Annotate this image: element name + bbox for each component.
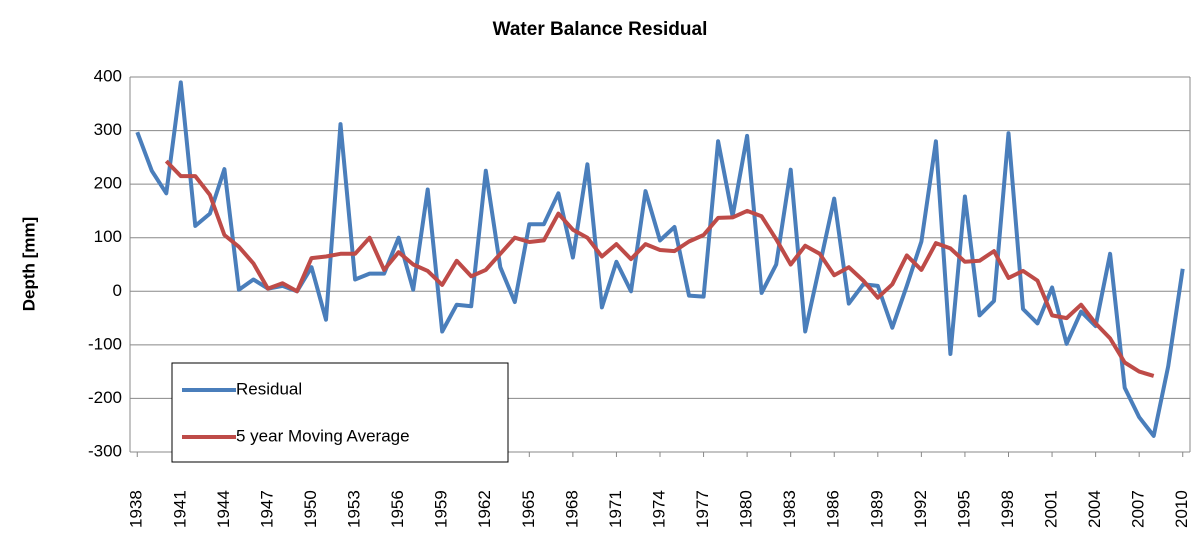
x-tick-label: 1998 (998, 490, 1017, 528)
x-tick-label: 2010 (1172, 490, 1191, 528)
x-tick-label: 1965 (519, 490, 538, 528)
y-tick-label: -200 (88, 388, 122, 407)
y-tick-label: 400 (94, 66, 122, 85)
x-tick-label: 1941 (170, 490, 189, 528)
x-tick-label: 1986 (824, 490, 843, 528)
x-tick-label: 1971 (606, 490, 625, 528)
x-tick-label: 2001 (1042, 490, 1061, 528)
y-tick-label: 300 (94, 120, 122, 139)
legend-label: 5 year Moving Average (236, 426, 410, 445)
x-tick-label: 1956 (388, 490, 407, 528)
x-tick-label: 1950 (301, 490, 320, 528)
x-tick-label: 1947 (257, 490, 276, 528)
x-tick-label: 1983 (780, 490, 799, 528)
y-tick-label: 200 (94, 174, 122, 193)
x-tick-label: 2007 (1129, 490, 1148, 528)
chart-title: Water Balance Residual (493, 19, 708, 40)
y-axis-label: Depth [mm] (19, 217, 38, 311)
x-tick-label: 1995 (954, 490, 973, 528)
x-tick-label: 1944 (214, 490, 233, 528)
x-tick-label: 1980 (737, 490, 756, 528)
x-tick-label: 1974 (649, 490, 668, 528)
y-tick-label: 100 (94, 227, 122, 246)
x-tick-label: 1938 (127, 490, 146, 528)
x-tick-label: 2004 (1085, 490, 1104, 528)
legend-box (171, 362, 509, 463)
y-tick-label: -300 (88, 441, 122, 460)
x-tick-label: 1968 (562, 490, 581, 528)
x-tick-label: 1953 (345, 490, 364, 528)
x-tick-label: 1962 (475, 490, 494, 528)
x-tick-label: 1992 (911, 490, 930, 528)
series-line (135, 80, 1185, 438)
y-tick-label: -100 (88, 334, 122, 353)
series-line (164, 159, 1155, 378)
legend-label: Residual (236, 379, 302, 398)
y-tick-label: 0 (113, 281, 122, 300)
x-tick-label: 1977 (693, 490, 712, 528)
x-tick-label: 1989 (867, 490, 886, 528)
x-tick-label: 1959 (432, 490, 451, 528)
